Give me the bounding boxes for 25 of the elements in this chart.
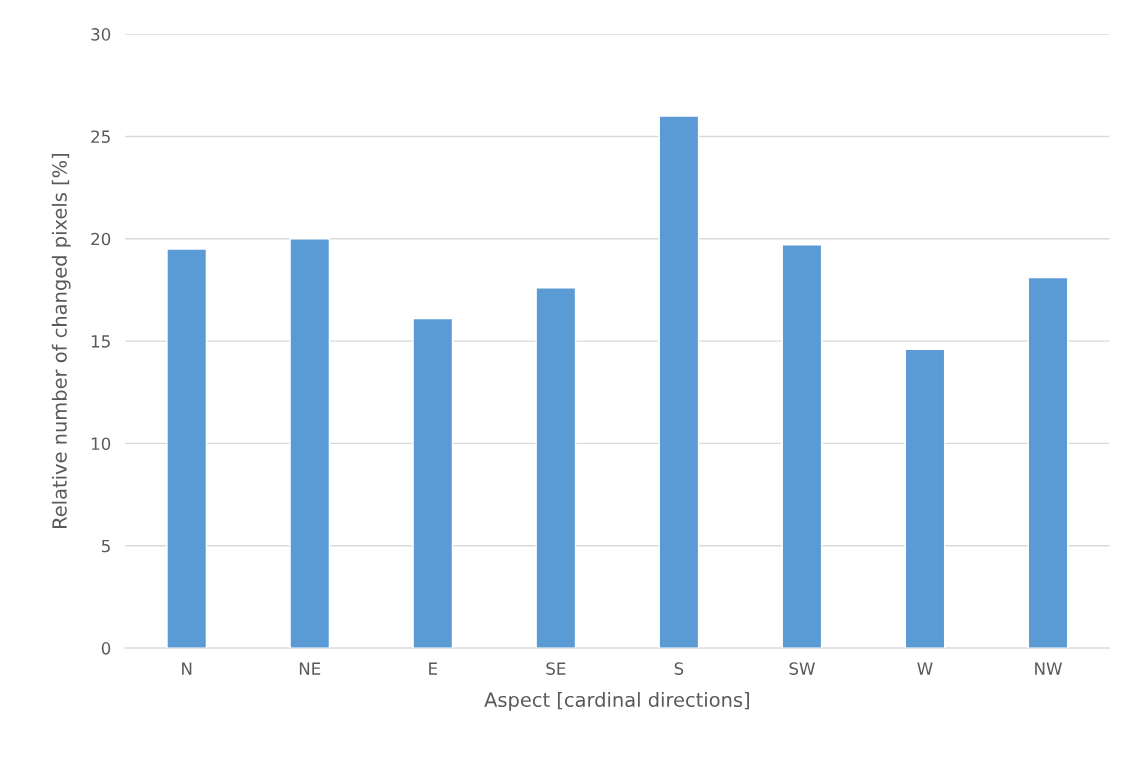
y-axis-title: Relative number of changed pixels [%] [51, 153, 71, 529]
x-tick-label: W [917, 662, 933, 675]
y-tick-label: 30 [91, 28, 111, 41]
y-tick-label: 5 [101, 539, 110, 553]
x-tick-label: SE [546, 662, 566, 675]
bar [1027, 276, 1069, 649]
x-tick-label: NW [1035, 662, 1062, 675]
y-tick-label: 20 [91, 232, 111, 246]
x-tick-label: E [429, 662, 437, 675]
bar [904, 348, 946, 649]
x-tick-label: SW [789, 662, 815, 675]
bar [166, 248, 208, 649]
bar [289, 238, 331, 649]
x-tick-label: N [182, 662, 192, 675]
y-tick-label: 0 [101, 642, 111, 655]
bar [535, 287, 577, 649]
x-tick-label: S [674, 662, 684, 675]
bar [658, 115, 700, 649]
bar [412, 317, 454, 649]
bar [781, 244, 823, 649]
x-axis-title: Aspect [cardinal directions] [484, 692, 749, 711]
y-tick-label: 15 [91, 335, 110, 348]
x-tick-label: NE [299, 662, 321, 675]
y-tick-label: 25 [91, 130, 110, 144]
y-tick-label: 10 [91, 437, 111, 450]
